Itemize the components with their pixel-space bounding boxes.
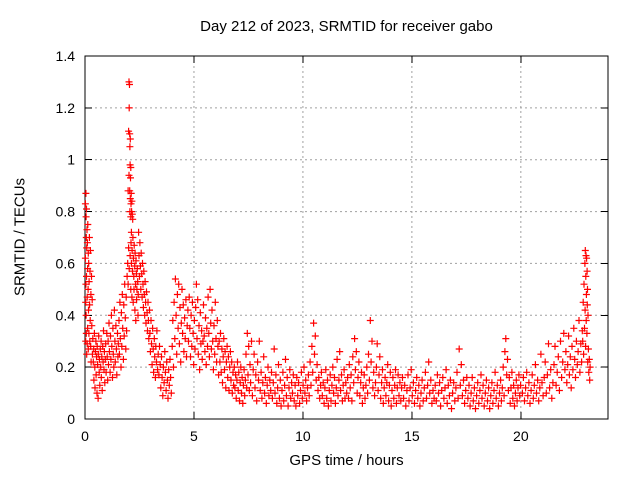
y-tick-label: 0.4 bbox=[56, 307, 76, 323]
y-tick-label: 0 bbox=[67, 411, 75, 427]
y-tick-label: 0.2 bbox=[56, 359, 76, 375]
y-tick-label: 0.6 bbox=[56, 255, 76, 271]
y-tick-label: 1.2 bbox=[56, 100, 76, 116]
y-tick-label: 1 bbox=[67, 152, 75, 168]
y-tick-label: 0.8 bbox=[56, 204, 76, 220]
x-tick-label: 10 bbox=[295, 428, 311, 444]
chart-title: Day 212 of 2023, SRMTID for receiver gab… bbox=[200, 18, 493, 35]
x-axis-label: GPS time / hours bbox=[289, 452, 404, 469]
x-tick-label: 5 bbox=[190, 428, 198, 444]
x-tick-label: 0 bbox=[81, 428, 89, 444]
x-tick-label: 15 bbox=[404, 428, 420, 444]
scatter-points bbox=[81, 78, 594, 413]
x-tick-label: 20 bbox=[513, 428, 529, 444]
y-tick-label: 1.4 bbox=[56, 48, 76, 64]
